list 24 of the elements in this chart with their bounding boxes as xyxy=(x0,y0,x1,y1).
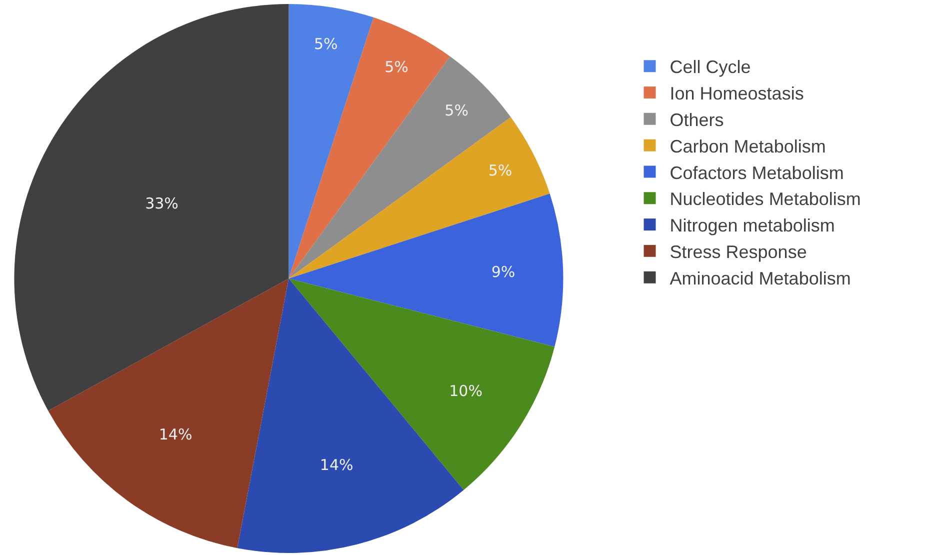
legend-label: Nitrogen metabolism xyxy=(670,216,835,236)
legend-label: Cell Cycle xyxy=(670,57,751,78)
pie-slice xyxy=(288,117,550,278)
pie-slice xyxy=(288,4,374,278)
pie-slice xyxy=(288,278,555,490)
data-label: 33% xyxy=(145,194,178,212)
data-label: 9% xyxy=(491,262,516,281)
data-label: 5% xyxy=(384,58,408,76)
pie-slice xyxy=(288,194,564,347)
legend-label: Stress Response xyxy=(670,242,807,262)
data-label: 14% xyxy=(320,456,354,474)
data-label: 10% xyxy=(449,382,482,400)
data-label: 5% xyxy=(314,35,338,54)
legend-label: Ion Homeostasis xyxy=(670,84,804,104)
legend-label: Aminoacid Metabolism xyxy=(670,268,851,288)
legend-label: Carbon Metabolism xyxy=(670,136,826,156)
data-label: 5% xyxy=(444,102,468,120)
pie-slice xyxy=(48,278,289,548)
data-label: 5% xyxy=(488,162,512,180)
legend-label: Nucleotides Metabolism xyxy=(670,189,861,210)
pie-slice xyxy=(14,4,289,411)
legend-label: Others xyxy=(670,110,724,130)
data-label: 14% xyxy=(158,425,192,444)
legend-label: Cofactors Metabolism xyxy=(670,162,844,183)
